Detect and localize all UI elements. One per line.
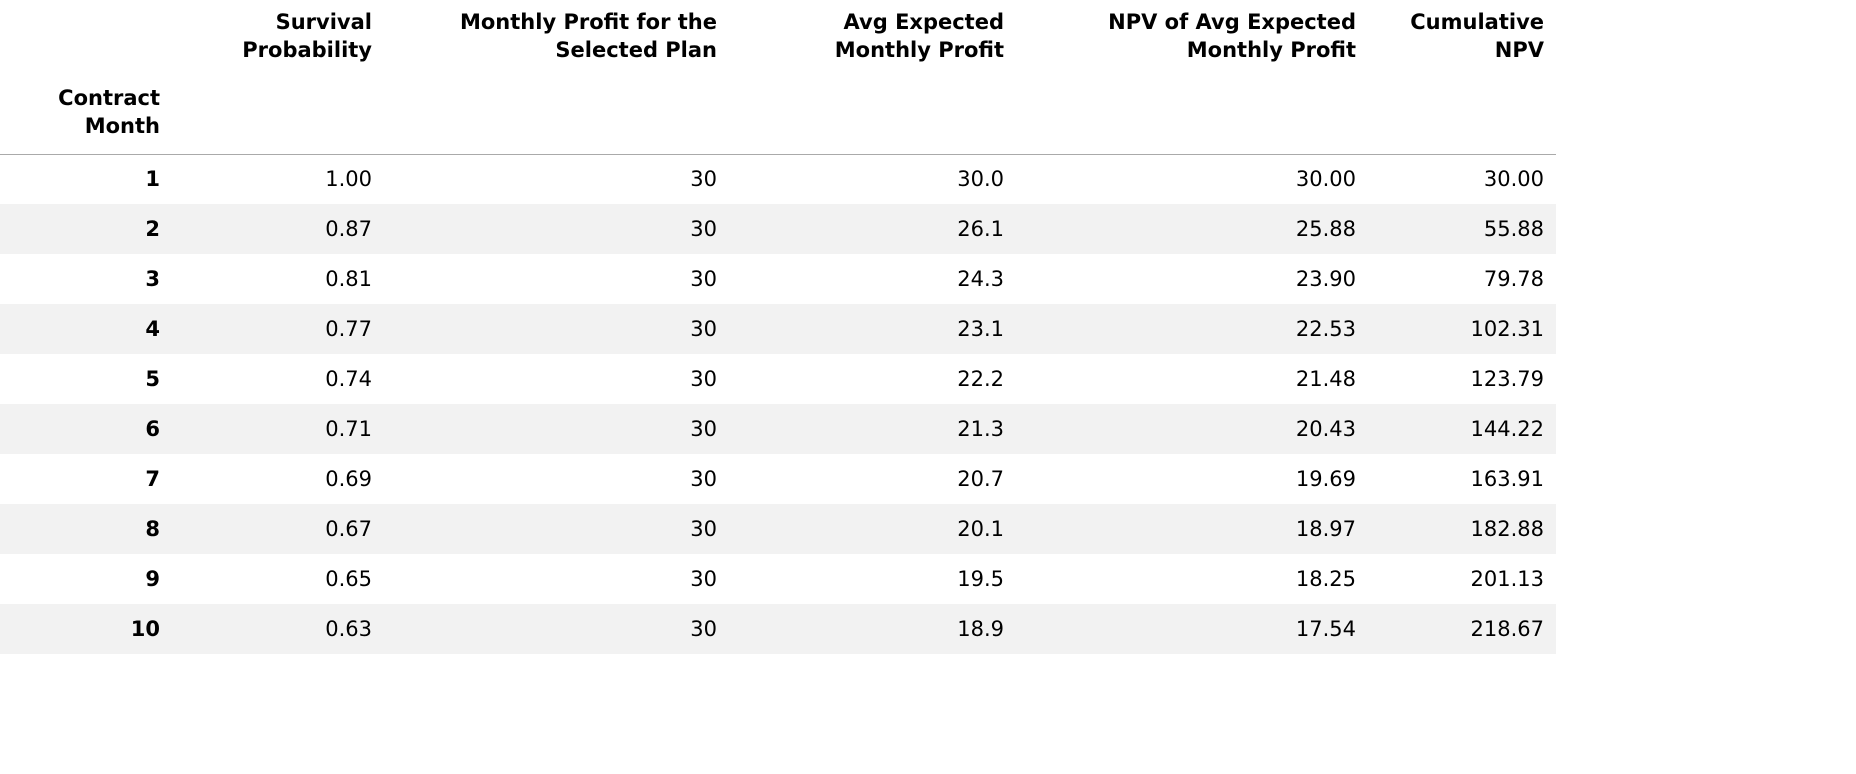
- avg-expected-monthly-profit-cell: 19.5: [957, 567, 1004, 591]
- npv-avg-expected-monthly-profit-cell: 18.25: [1295, 567, 1356, 591]
- avg-expected-monthly-profit-cell: 30.0: [957, 167, 1004, 192]
- npv-table: Survival Probability Monthly Profit for …: [0, 0, 1556, 654]
- npv-avg-expected-monthly-profit-cell: 25.88: [1295, 217, 1356, 241]
- table-body: 1 1.00 30 30.0 30.00 30.00 2 0.87 30 26.1 25.88 55.…: [0, 154, 1556, 654]
- npv-avg-expected-monthly-profit-cell: 19.69: [1295, 467, 1356, 491]
- table-row: 2 0.87 30 26.1 25.88 55.88: [0, 204, 1556, 254]
- survival-probability-cell: 0.67: [325, 517, 372, 541]
- table-row: 9 0.65 30 19.5 18.25 201.13: [0, 554, 1556, 604]
- table-row: 1 1.00 30 30.0 30.00 30.00: [0, 154, 1556, 204]
- npv-avg-expected-monthly-profit-cell: 22.53: [1295, 317, 1356, 341]
- cumulative-npv-cell: 123.79: [1470, 367, 1544, 391]
- index-header-row: Contract Month: [0, 70, 1556, 155]
- table-row: 10 0.63 30 18.9 17.54 218.67: [0, 604, 1556, 654]
- row-index-cell: 7: [145, 467, 160, 491]
- npv-avg-expected-monthly-profit-cell: 30.00: [1295, 167, 1356, 192]
- npv-avg-expected-monthly-profit-cell: 21.48: [1295, 367, 1356, 391]
- survival-probability-cell: 1.00: [325, 167, 372, 192]
- column-header-cumulative-npv: Cumulative NPV: [1410, 10, 1544, 62]
- row-index-cell: 6: [145, 417, 160, 441]
- cumulative-npv-cell: 182.88: [1470, 517, 1544, 541]
- avg-expected-monthly-profit-cell: 23.1: [957, 317, 1004, 341]
- survival-probability-cell: 0.69: [325, 467, 372, 491]
- monthly-profit-cell: 30: [690, 167, 717, 192]
- table-header: Survival Probability Monthly Profit for …: [0, 0, 1556, 155]
- avg-expected-monthly-profit-cell: 18.9: [957, 617, 1004, 641]
- npv-avg-expected-monthly-profit-cell: 23.90: [1295, 267, 1356, 291]
- survival-probability-cell: 0.71: [325, 417, 372, 441]
- table-row: 5 0.74 30 22.2 21.48 123.79: [0, 354, 1556, 404]
- avg-expected-monthly-profit-cell: 20.7: [957, 467, 1004, 491]
- cumulative-npv-cell: 55.88: [1483, 217, 1544, 241]
- avg-expected-monthly-profit-cell: 22.2: [957, 367, 1004, 391]
- avg-expected-monthly-profit-cell: 21.3: [957, 417, 1004, 441]
- monthly-profit-cell: 30: [690, 517, 717, 541]
- monthly-profit-cell: 30: [690, 217, 717, 241]
- avg-expected-monthly-profit-cell: 20.1: [957, 517, 1004, 541]
- survival-probability-cell: 0.74: [325, 367, 372, 391]
- cumulative-npv-cell: 144.22: [1470, 417, 1544, 441]
- column-header-npv-avg-expected-monthly-profit: NPV of Avg Expected Monthly Profit: [1108, 10, 1356, 62]
- npv-avg-expected-monthly-profit-cell: 17.54: [1295, 617, 1356, 641]
- monthly-profit-cell: 30: [690, 367, 717, 391]
- npv-avg-expected-monthly-profit-cell: 20.43: [1295, 417, 1356, 441]
- cumulative-npv-cell: 201.13: [1470, 567, 1544, 591]
- row-index-cell: 9: [145, 567, 160, 591]
- cumulative-npv-cell: 79.78: [1483, 267, 1544, 291]
- table-row: 3 0.81 30 24.3 23.90 79.78: [0, 254, 1556, 304]
- column-header-avg-expected-monthly-profit: Avg Expected Monthly Profit: [834, 10, 1004, 62]
- avg-expected-monthly-profit-cell: 26.1: [957, 217, 1004, 241]
- column-header-monthly-profit: Monthly Profit for the Selected Plan: [459, 10, 717, 62]
- index-header-contract-month: Contract Month: [0, 70, 172, 155]
- row-index-cell: 3: [145, 267, 160, 291]
- cumulative-npv-cell: 102.31: [1470, 317, 1544, 341]
- column-header-row: Survival Probability Monthly Profit for …: [0, 0, 1556, 70]
- column-header-survival-probability: Survival Probability: [242, 10, 372, 62]
- survival-probability-cell: 0.77: [325, 317, 372, 341]
- monthly-profit-cell: 30: [690, 267, 717, 291]
- cumulative-npv-cell: 163.91: [1470, 467, 1544, 491]
- survival-probability-cell: 0.81: [325, 267, 372, 291]
- table-row: 8 0.67 30 20.1 18.97 182.88: [0, 504, 1556, 554]
- table-row: 6 0.71 30 21.3 20.43 144.22: [0, 404, 1556, 454]
- row-index-cell: 4: [145, 317, 160, 341]
- cumulative-npv-cell: 30.00: [1483, 167, 1544, 192]
- row-index-cell: 5: [145, 367, 160, 391]
- monthly-profit-cell: 30: [690, 567, 717, 591]
- monthly-profit-cell: 30: [690, 617, 717, 641]
- npv-avg-expected-monthly-profit-cell: 18.97: [1295, 517, 1356, 541]
- row-index-cell: 2: [145, 217, 160, 241]
- avg-expected-monthly-profit-cell: 24.3: [957, 267, 1004, 291]
- monthly-profit-cell: 30: [690, 467, 717, 491]
- survival-probability-cell: 0.63: [325, 617, 372, 641]
- npv-table-container: Survival Probability Monthly Profit for …: [0, 0, 1556, 654]
- row-index-cell: 10: [130, 617, 160, 641]
- survival-probability-cell: 0.87: [325, 217, 372, 241]
- table-row: 7 0.69 30 20.7 19.69 163.91: [0, 454, 1556, 504]
- survival-probability-cell: 0.65: [325, 567, 372, 591]
- monthly-profit-cell: 30: [690, 317, 717, 341]
- monthly-profit-cell: 30: [690, 417, 717, 441]
- blank-corner-cell: [0, 0, 172, 70]
- row-index-cell: 8: [145, 517, 160, 541]
- cumulative-npv-cell: 218.67: [1470, 617, 1544, 641]
- row-index-cell: 1: [145, 167, 160, 192]
- table-row: 4 0.77 30 23.1 22.53 102.31: [0, 304, 1556, 354]
